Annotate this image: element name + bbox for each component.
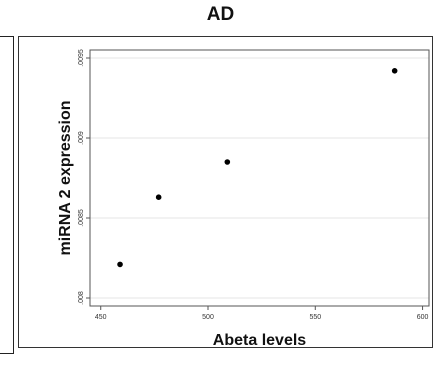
y-axis-label: miRNA 2 expression	[57, 100, 74, 255]
y-tick-label: .009	[78, 131, 85, 145]
data-point	[117, 261, 123, 268]
x-tick-label: 450	[95, 314, 107, 321]
left-panel-edge	[0, 36, 14, 354]
plot-area	[89, 49, 430, 307]
data-point	[391, 68, 398, 74]
y-tick-label: .0095	[78, 49, 85, 67]
y-tick-label: .0085	[78, 209, 85, 227]
data-point	[155, 194, 162, 200]
x-tick-label: 500	[202, 314, 214, 321]
x-axis-label: Abeta levels	[213, 332, 306, 349]
data-point	[224, 159, 231, 165]
x-tick-label: 550	[309, 314, 321, 321]
x-tick-label: 600	[417, 314, 429, 321]
chart-title: AD	[206, 4, 235, 25]
y-tick-label: .008	[78, 291, 85, 305]
panel-frame	[18, 36, 433, 348]
